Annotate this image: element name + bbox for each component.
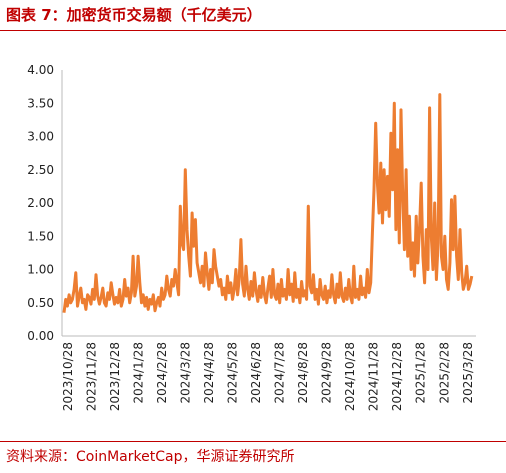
footer-divider	[0, 441, 506, 442]
x-tick-label: 2024/3/28	[179, 342, 193, 404]
x-tick-label: 2024/10/28	[343, 342, 357, 411]
y-tick-label: 2.00	[27, 196, 54, 210]
x-tick-label: 2024/12/28	[390, 342, 404, 411]
y-tick-label: 2.50	[27, 163, 54, 177]
y-tick-label: 4.00	[27, 63, 54, 77]
y-tick-label: 1.50	[27, 229, 54, 243]
x-tick-label: 2024/8/28	[296, 342, 310, 404]
y-tick-labels: 0.00 0.50 1.00 1.50 2.00 2.50 3.00 3.50 4.00	[27, 63, 54, 343]
x-tick-label: 2024/1/28	[132, 342, 146, 404]
y-tick-label: 0.50	[27, 296, 54, 310]
chart-title: 图表 7：加密货币交易额（千亿美元）	[6, 6, 262, 24]
x-tick-label: 2025/2/28	[437, 342, 451, 404]
x-tick-label: 2024/4/28	[202, 342, 216, 404]
y-tick-label: 3.00	[27, 130, 54, 144]
series-layer	[62, 93, 474, 313]
series-line-0	[62, 93, 474, 313]
header-divider	[0, 30, 506, 31]
x-tick-label: 2024/11/28	[367, 342, 381, 411]
x-tick-label: 2025/3/28	[461, 342, 475, 404]
x-tick-label: 2023/10/28	[61, 342, 75, 411]
chart-axes	[61, 70, 476, 337]
y-tick-label: 0.00	[27, 329, 54, 343]
x-tick-label: 2023/12/28	[108, 342, 122, 411]
x-tick-label: 2024/6/28	[249, 342, 263, 404]
x-tick-label: 2024/2/28	[155, 342, 169, 404]
x-tick-label: 2025/1/28	[414, 342, 428, 404]
x-tick-label: 2023/11/28	[85, 342, 99, 411]
y-tick-label: 3.50	[27, 96, 54, 110]
x-tick-label: 2024/9/28	[320, 342, 334, 404]
x-tick-labels: 2023/10/28 2023/11/28 2023/12/28 2024/1/28 2…	[61, 342, 475, 411]
source-note: 资料来源：CoinMarketCap，华源证券研究所	[6, 449, 295, 465]
y-tick-label: 1.00	[27, 263, 54, 277]
x-tick-label: 2024/7/28	[273, 342, 287, 404]
x-tick-label: 2024/5/28	[226, 342, 240, 404]
